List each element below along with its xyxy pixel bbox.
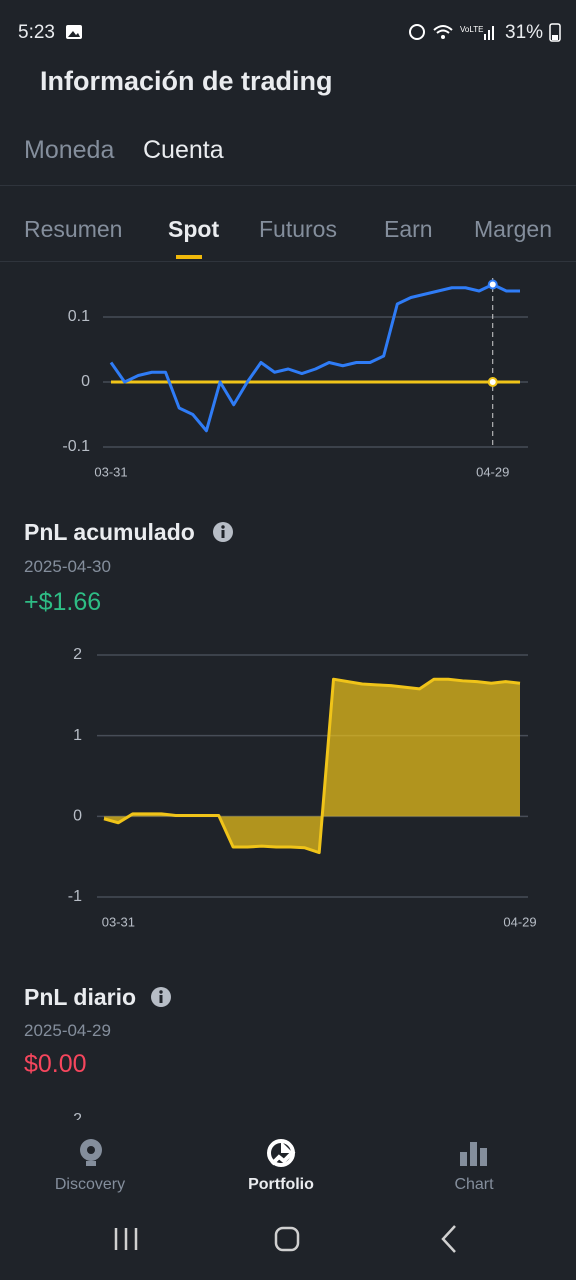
- pnl-value: +$1.66: [24, 588, 102, 616]
- section-title: PnL acumulado: [24, 519, 195, 545]
- nav-label[interactable]: Portfolio: [248, 1176, 314, 1193]
- battery-text: 31%: [505, 22, 544, 43]
- info-icon[interactable]: [212, 521, 234, 543]
- y-tick-label: 1: [73, 727, 82, 744]
- y-tick-label: -0.1: [62, 438, 90, 455]
- charts: -0.1 0 0.1 03-31 04-29 -1 0 1 2 03-31 04-29 2: [62, 278, 537, 1120]
- discovery-icon[interactable]: [78, 1138, 104, 1168]
- section-title: PnL diario: [24, 984, 137, 1010]
- info-icon[interactable]: [150, 986, 172, 1008]
- bottom-nav: Discovery Portfolio Chart: [0, 1120, 576, 1280]
- portfolio-icon[interactable]: [266, 1138, 298, 1170]
- date: 2025-04-29: [24, 1021, 111, 1040]
- line: [103, 677, 521, 855]
- x-tick-label: 04-29: [503, 914, 536, 929]
- y-tick-label: 2: [73, 646, 82, 663]
- sub-tab[interactable]: Earn: [384, 216, 433, 242]
- point-marker: [487, 377, 498, 387]
- battery-icon: [549, 23, 561, 42]
- date: 2025-04-30: [24, 557, 111, 576]
- system-nav: [114, 1225, 456, 1253]
- x-tick-label: 04-29: [476, 464, 509, 479]
- point-marker: [487, 279, 498, 290]
- divider: [0, 185, 576, 186]
- nav-label[interactable]: Discovery: [54, 1176, 126, 1193]
- y-tick-label: 0: [73, 808, 82, 825]
- pnl-value: $0.00: [24, 1050, 87, 1078]
- tab[interactable]: Moneda: [24, 136, 115, 164]
- line: [109, 283, 520, 433]
- tab-indicator: [176, 255, 202, 259]
- y-tick-label: -1: [68, 888, 82, 905]
- chart-icon[interactable]: [458, 1140, 490, 1166]
- sub-tab[interactable]: Futuros: [259, 216, 337, 242]
- page-title: Información de trading: [40, 66, 333, 96]
- area: [104, 679, 520, 853]
- nav-label[interactable]: Chart: [454, 1176, 494, 1193]
- y-tick-label: 0: [81, 373, 90, 390]
- sub-tab[interactable]: Margen: [474, 216, 552, 242]
- status-icons: VoLTE: [409, 24, 494, 40]
- sub-tab[interactable]: Resumen: [24, 216, 123, 242]
- y-tick-label: 0.1: [68, 308, 90, 325]
- x-tick-label: 03-31: [94, 464, 127, 479]
- tab-active[interactable]: Cuenta: [143, 136, 224, 164]
- divider: [0, 261, 576, 262]
- gallery-icon: [66, 25, 82, 39]
- y-tick-label: 2: [73, 1111, 82, 1120]
- svg-text:VoLTE: VoLTE: [460, 25, 483, 34]
- x-tick-label: 03-31: [102, 914, 135, 929]
- sub-tab-active[interactable]: Spot: [168, 216, 220, 242]
- status-time: 5:23: [18, 22, 55, 43]
